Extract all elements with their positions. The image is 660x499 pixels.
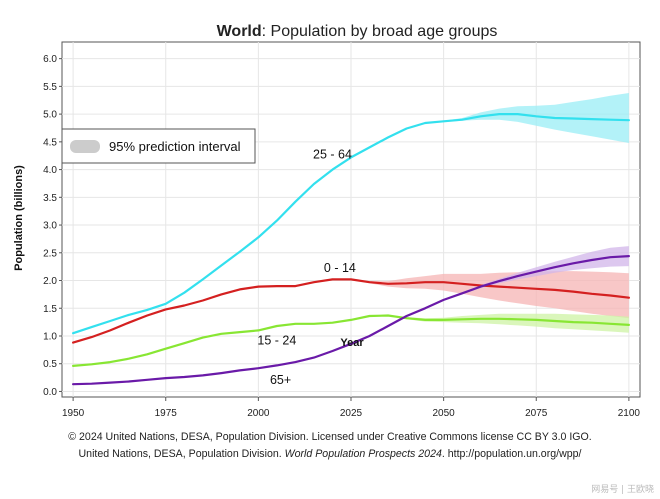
watermark: 网易号 | 王欧晓 [591,485,654,495]
y-axis-ticks: 0.0 0.5 1.0 1.5 2.0 2.5 3.0 3.5 4.0 4.5 5.0 5.5 6.0 [43,54,62,398]
x-tick-label: 2000 [247,408,270,419]
y-tick-label: 3.5 [43,193,57,204]
series-label-0-14: 0 - 14 [324,261,356,275]
y-tick-label: 4.5 [43,137,57,148]
chart-title-bold: World [217,23,262,40]
footer-copyright: © 2024 United Nations, DESA, Population … [68,431,592,443]
y-tick-label: 6.0 [43,54,57,65]
series-line-15-24 [71,314,631,367]
band-25-64 [73,93,629,334]
y-tick-label: 1.0 [43,331,57,342]
legend: 95% prediction interval [61,128,256,164]
y-tick-label: 4.0 [43,165,57,176]
footer-citation-prefix: United Nations, DESA, Population Divisio… [78,448,285,460]
legend-label: 95% prediction interval [109,139,241,154]
footer-citation-title: World Population Prospects 2024 [284,448,442,460]
footer-citation: United Nations, DESA, Population Divisio… [0,448,660,460]
series-line-25-64 [71,112,631,335]
chart-title-rest: : Population by broad age groups [262,23,498,40]
y-tick-label: 2.5 [43,248,57,259]
y-axis-label: Population (billions) [13,165,25,271]
legend-swatch [70,140,100,153]
series-label-65: 65+ [270,373,291,387]
y-tick-label: 0.5 [43,359,57,370]
y-tick-label: 3.0 [43,221,57,232]
x-tick-label: 1950 [62,408,85,419]
series-lines [71,112,631,386]
x-tick-label: 2025 [340,408,363,419]
x-tick-label: 1975 [155,408,178,419]
series-line-65 [71,255,631,386]
x-axis-label: Year [340,337,364,349]
x-tick-label: 2050 [433,408,456,419]
y-tick-label: 0.0 [43,387,57,398]
chart-title: World: Population by broad age groups [217,23,498,40]
series-line-0-14 [71,278,631,344]
x-axis-ticks: 1950 1975 2000 2025 2050 2075 2100 [62,397,640,419]
footer-citation-url: . http://population.un.org/wpp/ [441,448,582,460]
y-tick-label: 5.0 [43,110,57,121]
series-label-25-64: 25 - 64 [313,147,352,161]
x-tick-label: 2075 [525,408,548,419]
y-tick-label: 5.5 [43,82,57,93]
band-65 [73,246,629,385]
band-0-14 [73,271,629,343]
x-tick-label: 2100 [618,408,641,419]
series-labels: 25 - 64 0 - 14 15 - 24 65+ [257,147,355,387]
prediction-bands [73,93,629,385]
y-tick-label: 2.0 [43,276,57,287]
y-tick-label: 1.5 [43,304,57,315]
band-15-24 [73,313,629,366]
series-label-15-24: 15 - 24 [257,333,296,347]
chart: World: Population by broad age groups 0.… [13,23,641,419]
